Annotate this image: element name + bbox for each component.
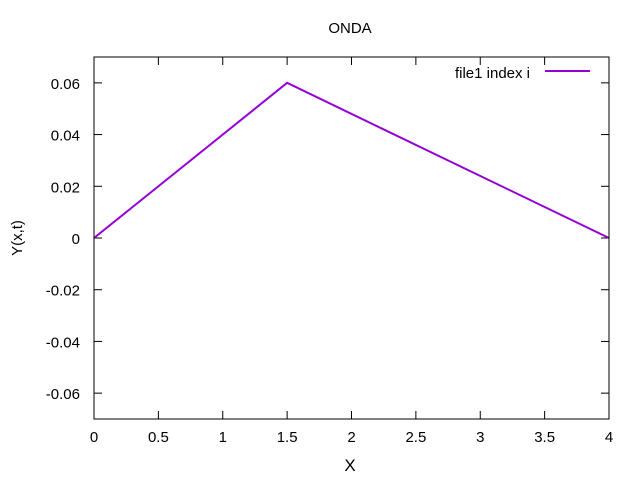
x-tick-label: 0.5	[148, 429, 169, 446]
y-tick-label: 0	[72, 231, 80, 248]
series-layer	[93, 81, 610, 239]
x-axis-label: X	[344, 456, 355, 475]
y-tick-label: 0.06	[51, 76, 80, 93]
x-tick-label: 1	[219, 429, 227, 446]
legend: file1 index i	[455, 65, 590, 82]
y-tick-label: -0.02	[46, 283, 80, 300]
axis-ticks: 0 0.5 1 1.5 2 2.5 3 3.5 4 -0.06 -0.04 -0.02 0 0.02 0.0…	[46, 57, 613, 446]
y-axis-label: Y(x,t)	[9, 220, 26, 256]
chart-title: ONDA	[328, 20, 371, 37]
y-tick-label: 0.04	[51, 128, 80, 145]
x-tick-label: 3.5	[534, 429, 555, 446]
y-tick-label: -0.04	[46, 334, 80, 351]
y-tick-label: -0.06	[46, 386, 80, 403]
x-tick-label: 4	[605, 429, 613, 446]
legend-label: file1 index i	[455, 65, 530, 82]
y-tick-label: 0.02	[51, 179, 80, 196]
x-tick-label: 2	[347, 429, 355, 446]
x-tick-label: 1.5	[277, 429, 298, 446]
series-line	[93, 81, 610, 239]
x-tick-label: 3	[476, 429, 484, 446]
plot-frame	[93, 56, 610, 420]
x-tick-label: 0	[90, 429, 98, 446]
x-tick-label: 2.5	[405, 429, 426, 446]
